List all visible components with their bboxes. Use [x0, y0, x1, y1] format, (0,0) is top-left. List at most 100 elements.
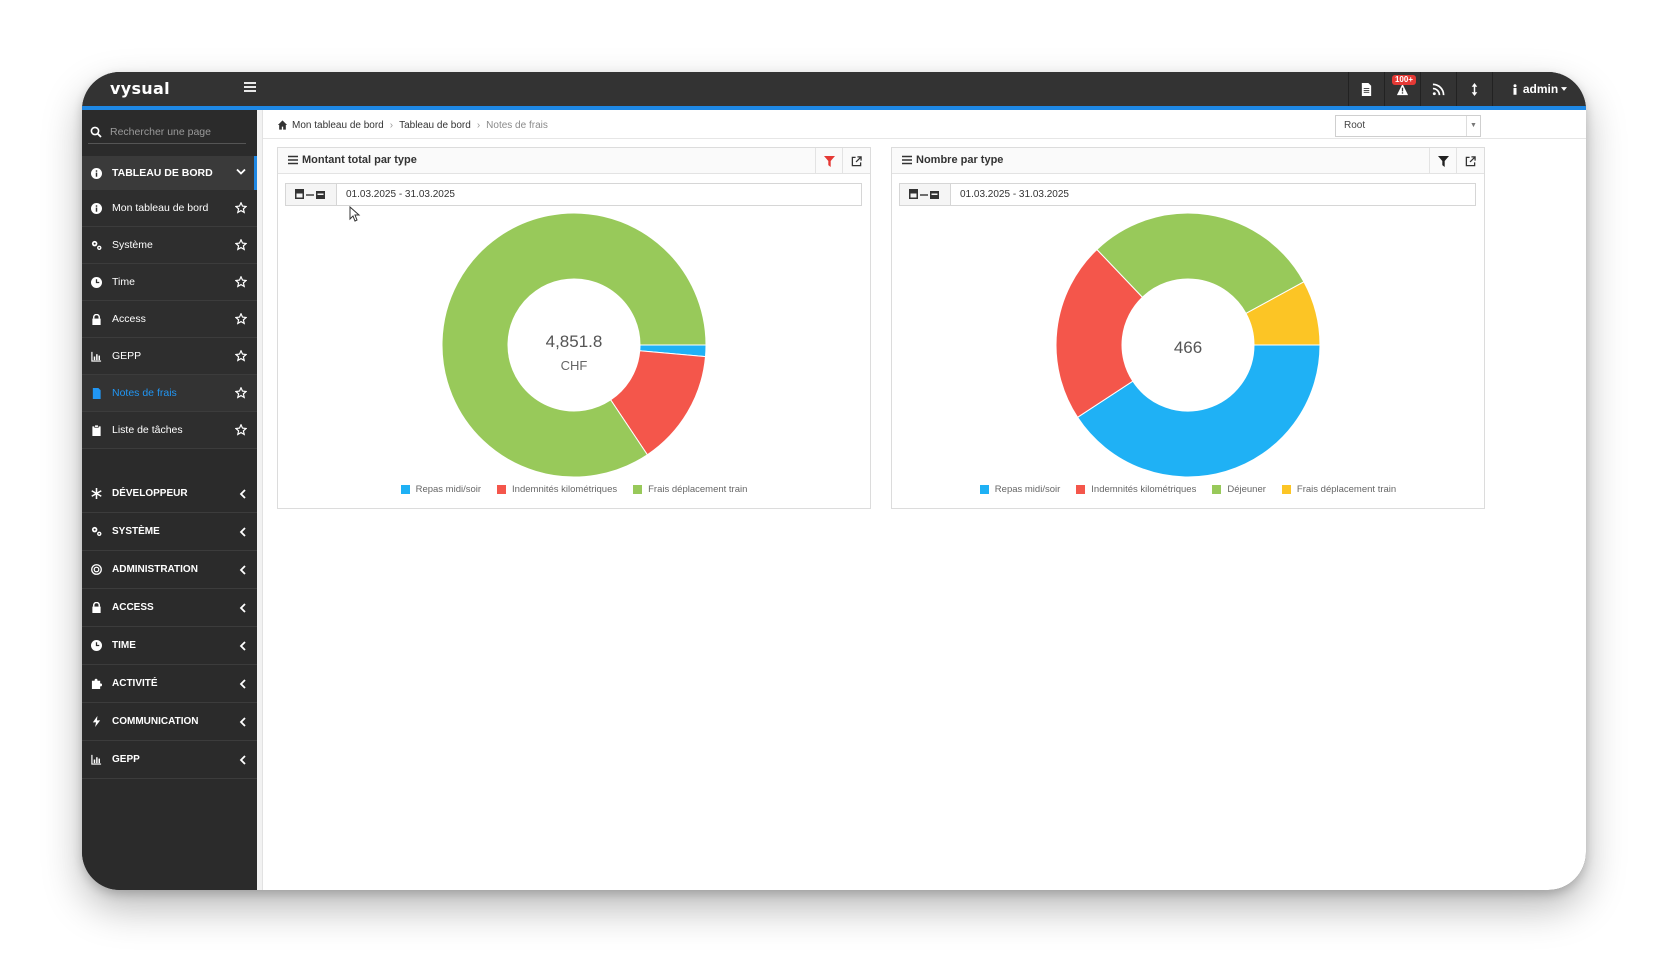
filter-button[interactable]: [1429, 148, 1456, 174]
legend-item-repas-midi-soir[interactable]: Repas midi/soir: [400, 484, 482, 495]
panel-header: Nombre par type: [892, 148, 1484, 174]
sidebar-item-access[interactable]: Access: [82, 301, 257, 338]
legend-item-indemnites-kilometriques[interactable]: Indemnités kilométriques: [497, 484, 617, 495]
puzzle-icon: [91, 678, 102, 689]
breadcrumb-link[interactable]: Tableau de bord: [399, 119, 471, 131]
donut-slice-frais-deplacement-train[interactable]: [441, 212, 707, 478]
sidebar-group-administration[interactable]: ADMINISTRATION: [82, 551, 257, 589]
info-icon: [91, 202, 102, 214]
filter-button[interactable]: [815, 148, 842, 174]
sidebar-item-label: Notes de frais: [112, 387, 177, 399]
notifications-button[interactable]: 100+: [1384, 72, 1420, 106]
chevron-left-icon: [239, 717, 246, 727]
user-name: admin: [1522, 82, 1559, 96]
root-select[interactable]: Root ▼: [1335, 115, 1481, 137]
chevron-left-icon: [239, 603, 246, 613]
donut-slice-repas-midi-soir[interactable]: [1076, 344, 1321, 478]
sidebar-resize-handle[interactable]: [257, 110, 263, 890]
sidebar-group-label: ACTIVITÉ: [112, 678, 158, 689]
open-external-button[interactable]: [1456, 148, 1483, 174]
sidebar-item-mon-tableau-de-bord[interactable]: Mon tableau de bord: [82, 190, 257, 227]
breadcrumb-current: Notes de frais: [486, 119, 548, 131]
sidebar-item-time[interactable]: Time: [82, 264, 257, 301]
menu-toggle-button[interactable]: [244, 82, 256, 92]
sidebar-item-liste-de-taches[interactable]: Liste de tâches: [82, 412, 257, 449]
donut-slice-indemnites-kilometriques[interactable]: [1055, 248, 1144, 419]
legend-item-frais-deplacement-train[interactable]: Frais déplacement train: [633, 484, 747, 495]
star-icon[interactable]: [235, 387, 247, 399]
star-icon[interactable]: [235, 424, 247, 436]
sidebar-group-developpeur[interactable]: DÉVELOPPEUR: [82, 475, 257, 513]
date-range-picker: [285, 183, 862, 206]
alert-icon: [1396, 83, 1409, 95]
donut-chart-montant: 4,851.8 CHF: [441, 212, 707, 478]
legend-item-frais-deplacement-train[interactable]: Frais déplacement train: [1281, 484, 1396, 495]
chart-legend: Repas midi/soir Indemnités kilométriques F…: [278, 484, 870, 495]
sidebar-group-access[interactable]: ACCESS: [82, 589, 257, 627]
sidebar-group-gepp[interactable]: GEPP: [82, 741, 257, 779]
list-icon: [902, 155, 912, 165]
calendar-range-icon: [295, 189, 325, 199]
star-icon[interactable]: [235, 350, 247, 362]
sidebar-item-label: Liste de tâches: [112, 424, 183, 436]
app-logo[interactable]: vysual: [110, 79, 170, 98]
donut-slice-dejeuner[interactable]: [1096, 212, 1305, 315]
legend-swatch: [1281, 485, 1291, 494]
sidebar-group-activite[interactable]: ACTIVITÉ: [82, 665, 257, 703]
star-icon[interactable]: [235, 202, 247, 214]
filter-icon: [1437, 155, 1449, 167]
date-range-button[interactable]: [900, 184, 951, 205]
vertical-arrows-icon: [1471, 82, 1478, 96]
sidebar-group-time[interactable]: TIME: [82, 627, 257, 665]
sidebar-group-communication[interactable]: COMMUNICATION: [82, 703, 257, 741]
breadcrumb-divider: [263, 138, 1586, 139]
date-range-picker: [899, 183, 1476, 206]
user-menu[interactable]: admin: [1492, 72, 1586, 106]
sort-button[interactable]: [1456, 72, 1492, 106]
date-range-input[interactable]: [337, 184, 861, 205]
asterisk-icon: [91, 488, 102, 499]
chevron-left-icon: [239, 679, 246, 689]
donut-chart-nombre: 466: [1055, 212, 1321, 478]
date-range-button[interactable]: [286, 184, 337, 205]
date-range-input[interactable]: [951, 184, 1475, 205]
sidebar-item-gepp[interactable]: GEPP: [82, 338, 257, 375]
breadcrumb: Mon tableau de bord › Tableau de bord › …: [277, 117, 548, 133]
legend-item-dejeuner[interactable]: Déjeuner: [1212, 484, 1266, 495]
sidebar-groups: DÉVELOPPEUR SYSTÈME ADMINISTRATION ACCES…: [82, 475, 257, 779]
rss-button[interactable]: [1420, 72, 1456, 106]
search-input[interactable]: [110, 125, 240, 138]
sidebar-item-label: Access: [112, 313, 146, 325]
legend-label: Repas midi/soir: [415, 484, 482, 495]
sidebar-item-notes-de-frais[interactable]: Notes de frais: [82, 375, 257, 412]
sidebar-group-systeme[interactable]: SYSTÈME: [82, 513, 257, 551]
chart-panel-montant: Montant total par type 4,85: [277, 147, 871, 509]
lock-icon: [92, 602, 101, 613]
notification-badge: 100+: [1391, 75, 1416, 85]
donut-center-value: 4,851.8: [546, 332, 603, 351]
star-icon[interactable]: [235, 313, 247, 325]
app-window: vysual 100+ admin: [82, 72, 1586, 890]
caret-down-icon: ▼: [1466, 116, 1480, 136]
legend-swatch: [979, 485, 989, 494]
document-button[interactable]: [1348, 72, 1384, 106]
breadcrumb-separator: ›: [389, 119, 394, 131]
legend-label: Frais déplacement train: [648, 484, 748, 495]
breadcrumb-link[interactable]: Mon tableau de bord: [292, 119, 384, 131]
star-icon[interactable]: [235, 239, 247, 251]
legend-swatch: [400, 485, 410, 494]
home-icon[interactable]: [277, 120, 288, 130]
document-icon: [92, 387, 101, 399]
legend-item-repas-midi-soir[interactable]: Repas midi/soir: [979, 484, 1060, 495]
legend-label: Indemnités kilométriques: [512, 484, 618, 495]
external-link-icon: [851, 155, 862, 166]
sidebar-group-label: TIME: [112, 640, 136, 651]
sidebar-section-tableau-de-bord[interactable]: TABLEAU DE BORD: [82, 156, 257, 190]
panel-header: Montant total par type: [278, 148, 870, 174]
sidebar-item-systeme[interactable]: Système: [82, 227, 257, 264]
star-icon[interactable]: [235, 276, 247, 288]
legend-item-indemnites-kilometriques[interactable]: Indemnités kilométriques: [1076, 484, 1196, 495]
info-icon: [91, 167, 102, 179]
open-external-button[interactable]: [842, 148, 869, 174]
donut-slice-frais-deplacement-train[interactable]: [1245, 281, 1321, 346]
